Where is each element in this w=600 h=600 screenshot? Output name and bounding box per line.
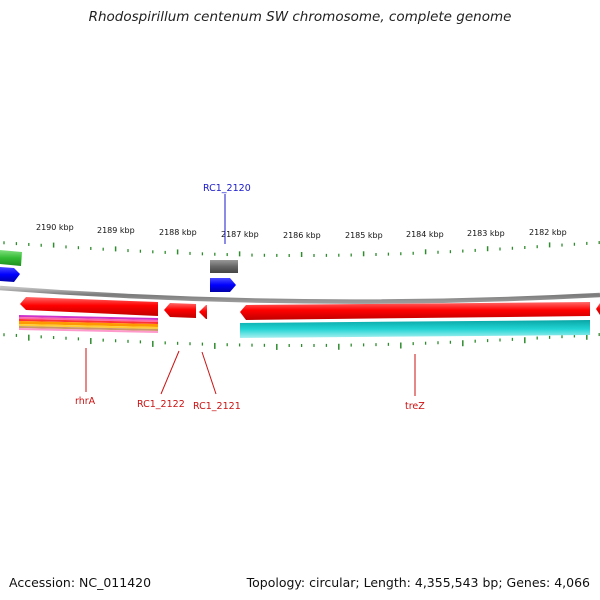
ruler-labels: 2190 kbp 2189 kbp 2188 kbp 2187 kbp 2186…: [36, 223, 567, 240]
ruler-label: 2182 kbp: [529, 228, 567, 237]
gene-label-rc1-2121: RC1_2121: [193, 401, 241, 412]
gene-label-rhra: rhrA: [75, 396, 96, 407]
gene-rhra-stack: [19, 315, 158, 333]
label-leader-rc1-2121: [201, 351, 217, 395]
ruler-label: 2189 kbp: [97, 226, 135, 235]
gene-rc1-2122: [164, 303, 196, 318]
label-leader-rc1-2122: [160, 350, 180, 395]
gene-label-trez: treZ: [405, 401, 425, 412]
map-title: Rhodospirillum centenum SW chromosome, c…: [88, 9, 512, 25]
gene-trez-red: [240, 302, 590, 320]
gene-blue-arrow: [210, 278, 236, 292]
inner-tick-row: [3, 333, 600, 350]
ruler-label: 2188 kbp: [159, 228, 197, 237]
gene-label-rc1-2122: RC1_2122: [137, 399, 185, 410]
outer-tick-row: [3, 241, 600, 257]
ruler-label: 2190 kbp: [36, 223, 74, 232]
accession-text: Accession: NC_011420: [9, 575, 152, 590]
gene-label-rc1-2120: RC1_2120: [203, 183, 251, 194]
gene-rc1-2120: [210, 260, 238, 273]
ruler-label: 2187 kbp: [221, 230, 259, 239]
gene-blue-left: [0, 267, 20, 282]
topology-summary: Topology: circular; Length: 4,355,543 bp…: [246, 575, 590, 590]
ruler-label: 2183 kbp: [467, 229, 505, 238]
gene-green-left: [0, 250, 22, 266]
chromosome-backbone: [0, 285, 600, 304]
ruler-label: 2184 kbp: [406, 230, 444, 239]
gene-rc1-2121: [199, 305, 207, 319]
ruler-label: 2186 kbp: [283, 231, 321, 240]
gene-trez-cyan: [240, 320, 590, 338]
gene-red-right: [596, 303, 600, 315]
ruler-label: 2185 kbp: [345, 231, 383, 240]
gene-rhra-red: [20, 297, 158, 316]
